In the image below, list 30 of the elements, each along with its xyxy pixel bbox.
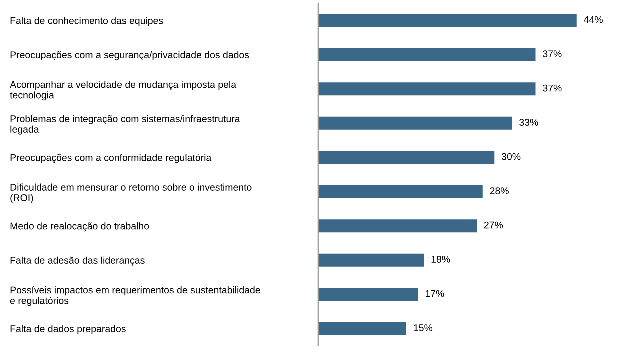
bar (318, 82, 536, 96)
bar (318, 14, 577, 28)
y-tick-label: Preocupações com a conformidade regulatória (10, 154, 212, 164)
y-tick-label: Medo de realocação do trabalho (10, 222, 150, 232)
bar (318, 151, 495, 164)
bar (318, 185, 483, 198)
bar (318, 116, 512, 130)
y-tick-label: Dificuldade em mensurar o retorno sobre o investimento (ROI) (10, 184, 252, 204)
data-label: 44% (584, 16, 603, 24)
y-tick-label: Preocupações com a segurança/privacidade dos dados (10, 51, 250, 60)
data-label: 15% (414, 324, 433, 332)
data-label: 37% (543, 84, 562, 92)
y-tick-label: Falta de dados preparados (10, 325, 126, 334)
bar (318, 254, 424, 267)
data-label: 27% (484, 222, 504, 229)
bar (318, 322, 407, 336)
data-label: 33% (520, 119, 538, 126)
data-label: 18% (432, 256, 450, 263)
y-tick-label: Falta de conhecimento das equipes (10, 17, 164, 26)
y-tick-label: Problemas de integração com sistemas/infraestrutura legada (10, 115, 240, 135)
data-label: 30% (502, 153, 521, 160)
y-tick-label: Possíveis impactos em requerimentos de sustentabilidade e regulatórios (10, 286, 260, 306)
bar (318, 288, 418, 302)
y-tick-label: Falta de adesão das lideranças (10, 256, 145, 266)
data-label: 17% (426, 290, 444, 298)
bar (318, 220, 478, 233)
data-label: 28% (490, 188, 509, 194)
y-tick-label: Acompanhar a velocidade de mudança imposta pela tecnologia (10, 81, 237, 101)
data-label: 37% (543, 50, 562, 58)
bar (318, 48, 536, 62)
